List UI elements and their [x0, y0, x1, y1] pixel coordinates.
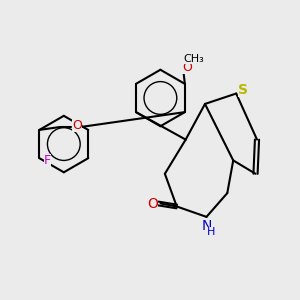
Text: O: O — [148, 196, 158, 211]
Text: O: O — [72, 119, 82, 132]
Text: S: S — [238, 83, 248, 97]
Text: O: O — [182, 61, 192, 74]
Text: CH₃: CH₃ — [183, 54, 204, 64]
Text: N: N — [202, 219, 212, 233]
Text: F: F — [44, 154, 51, 167]
Text: H: H — [207, 227, 215, 237]
